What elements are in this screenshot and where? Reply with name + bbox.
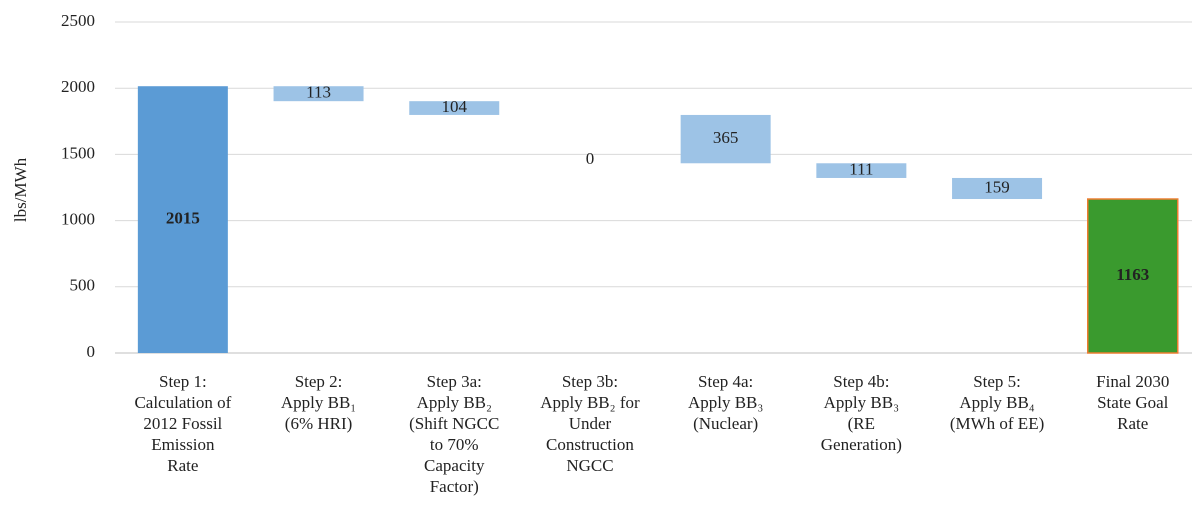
bar xyxy=(1087,198,1179,354)
x-tick-label: Apply BB₃ xyxy=(824,393,899,412)
bar xyxy=(137,86,228,354)
x-tick-label: Step 2: xyxy=(295,372,343,391)
x-tick-label: Rate xyxy=(167,456,198,475)
x-tick-label: Emission xyxy=(151,435,215,454)
x-tick-label: (6% HRI) xyxy=(285,414,353,433)
x-tick-label: Step 3a: xyxy=(427,372,482,391)
x-tick-label: Rate xyxy=(1117,414,1148,433)
x-tick-label: (Nuclear) xyxy=(693,414,758,433)
x-tick-label: Apply BB₃ xyxy=(688,393,763,412)
x-tick-label: Capacity xyxy=(424,456,485,475)
x-tick-label: Calculation of xyxy=(134,393,231,412)
x-tick-label: NGCC xyxy=(566,456,613,475)
data-label: 365 xyxy=(713,128,739,147)
y-tick-label: 0 xyxy=(87,342,96,361)
data-label: 113 xyxy=(306,83,331,102)
y-tick-label: 2500 xyxy=(61,11,95,30)
x-tick-label: 2012 Fossil xyxy=(143,414,222,433)
x-tick-label: Step 4a: xyxy=(698,372,753,391)
y-tick-label: 1000 xyxy=(61,210,95,229)
y-tick-label: 2000 xyxy=(61,77,95,96)
data-label: 2015 xyxy=(166,209,200,228)
x-tick-label: Apply BB₁ xyxy=(281,393,356,412)
data-label: 1163 xyxy=(1116,265,1149,284)
x-tick-label: Step 3b: xyxy=(562,372,618,391)
x-tick-label: Apply BB₂ xyxy=(417,393,492,412)
y-tick-label: 1500 xyxy=(61,143,95,162)
data-label: 104 xyxy=(442,97,468,116)
bar xyxy=(680,114,771,164)
x-tick-label: Factor) xyxy=(430,477,479,496)
bar xyxy=(409,101,500,115)
x-tick-label: Apply BB₄ xyxy=(959,393,1034,412)
bar xyxy=(952,177,1043,200)
x-tick-label: Step 4b: xyxy=(833,372,889,391)
x-tick-label: Final 2030 xyxy=(1096,372,1169,391)
x-tick-label: Apply BB₂ for xyxy=(540,393,640,412)
x-tick-label: (MWh of EE) xyxy=(950,414,1044,433)
y-tick-label: 500 xyxy=(70,276,96,295)
x-tick-label: State Goal xyxy=(1097,393,1169,412)
x-tick-label: Step 5: xyxy=(973,372,1021,391)
data-label: 111 xyxy=(849,160,873,179)
x-tick-label: Construction xyxy=(546,435,634,454)
data-label: 159 xyxy=(984,177,1010,196)
x-tick-label: (RE xyxy=(848,414,875,433)
bar xyxy=(273,86,364,102)
bar xyxy=(816,163,907,178)
x-tick-label: to 70% xyxy=(430,435,479,454)
x-tick-label: Under xyxy=(569,414,612,433)
y-axis-title: lbs/MWh xyxy=(11,157,30,222)
x-tick-label: Generation) xyxy=(821,435,902,454)
x-tick-label: Step 1: xyxy=(159,372,207,391)
data-label: 0 xyxy=(586,149,595,168)
x-tick-label: (Shift NGCC xyxy=(409,414,499,433)
